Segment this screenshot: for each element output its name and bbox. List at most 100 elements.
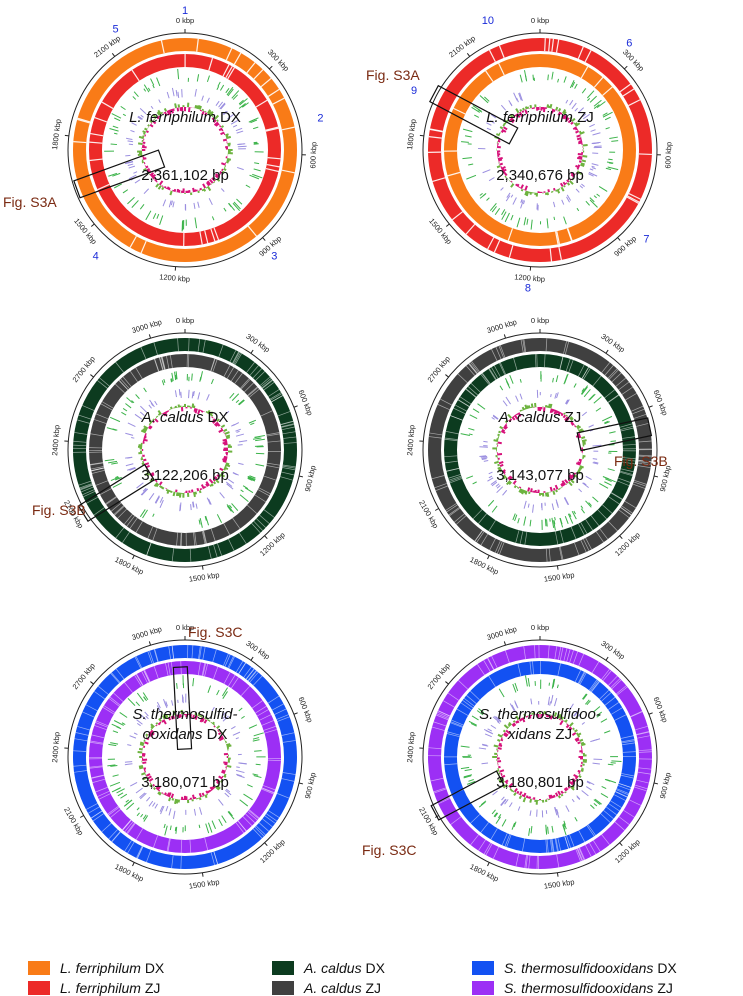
feature-tick-green	[483, 193, 486, 195]
feature-tick-green	[208, 686, 211, 693]
scale-circle	[68, 640, 302, 874]
feature-tick-green	[121, 412, 126, 415]
scale-tick	[265, 843, 268, 846]
gc-track-bar	[146, 131, 148, 132]
feature-tick-green	[606, 168, 611, 169]
feature-tick-green	[136, 394, 140, 398]
gc-track-bar	[139, 749, 143, 750]
feature-tick-green	[125, 800, 132, 806]
scale-tick	[557, 566, 558, 570]
gc-track-bar	[143, 440, 147, 441]
feature-tick-green	[164, 379, 165, 383]
gc-track-bar	[556, 793, 558, 797]
feature-tick-green	[594, 196, 597, 198]
feature-tick-green	[564, 76, 566, 82]
feature-tick-violet	[564, 498, 568, 505]
gc-track-bar	[180, 493, 181, 498]
gc-track-bar	[178, 189, 179, 192]
feature-tick-violet	[488, 729, 492, 731]
genome-title: xidans ZJ	[507, 726, 572, 743]
feature-tick-green	[212, 821, 215, 829]
scale-tick-label: 900 kbp	[303, 465, 318, 493]
scale-tick-label: 900 kbp	[612, 234, 638, 258]
scale-tick-label: 300 kbp	[599, 639, 626, 661]
feature-tick-green	[466, 175, 476, 179]
feature-tick-green	[118, 793, 123, 796]
gc-track-bar	[561, 484, 563, 487]
feature-tick-violet	[483, 441, 487, 442]
gc-track-bar	[499, 745, 502, 746]
inner-genome-ring	[96, 61, 275, 240]
scale-tick	[269, 66, 272, 69]
feature-tick-green	[529, 828, 530, 836]
feature-tick-green	[465, 769, 472, 770]
feature-tick-violet	[236, 738, 239, 739]
gc-track-bar	[226, 437, 229, 438]
gc-track-bar	[576, 131, 579, 133]
genome-size: 3,180,801 bp	[496, 774, 584, 791]
gc-track-bar	[530, 799, 531, 803]
genome-title: S. thermosulfidoo-	[479, 706, 601, 723]
feature-tick-violet	[521, 199, 522, 202]
scale-tick	[149, 334, 150, 338]
feature-tick-green	[602, 416, 612, 421]
feature-tick-green	[175, 827, 176, 831]
feature-tick-violet	[198, 392, 200, 399]
scale-tick	[557, 873, 558, 877]
feature-tick-green	[239, 708, 242, 711]
scale-tick-label: 2100 kbp	[62, 806, 85, 837]
feature-tick-violet	[576, 189, 579, 192]
gc-track-bar	[497, 740, 500, 741]
scale-tick-label: 1800 kbp	[50, 119, 63, 151]
gc-track-bar	[175, 189, 176, 192]
gc-track-bar	[158, 792, 160, 794]
gc-track-bar	[219, 430, 223, 432]
feature-tick-green	[468, 428, 474, 430]
legend-swatch	[272, 961, 294, 975]
gc-track-bar	[175, 103, 176, 108]
scale-tick-label: 0 kbp	[531, 623, 549, 632]
feature-tick-violet	[194, 391, 195, 396]
feature-tick-violet	[487, 478, 493, 481]
feature-tick-violet	[509, 802, 512, 807]
gc-track-bar	[517, 791, 518, 793]
feature-tick-green	[465, 136, 472, 137]
feature-tick-violet	[582, 412, 587, 416]
gc-track-bar	[578, 736, 580, 737]
feature-tick-violet	[506, 397, 511, 404]
scale-tick	[624, 66, 627, 69]
feature-tick-green	[249, 420, 256, 423]
feature-tick-green	[609, 432, 615, 434]
feature-tick-green	[253, 738, 259, 740]
gc-track-bar	[548, 189, 549, 192]
gc-track-bar	[516, 184, 517, 186]
gc-track-bar	[528, 488, 529, 492]
feature-tick-green	[143, 510, 148, 518]
feature-tick-violet	[236, 431, 239, 432]
feature-tick-green	[587, 98, 589, 100]
scale-tick-label: 0 kbp	[176, 316, 194, 325]
feature-tick-green	[127, 397, 133, 402]
feature-tick-violet	[128, 141, 134, 142]
feature-tick-green	[197, 74, 198, 81]
feature-tick-violet	[172, 700, 173, 705]
gc-track-bar	[204, 189, 205, 192]
feature-tick-green	[607, 162, 613, 163]
scale-circle	[423, 33, 657, 267]
feature-tick-green	[548, 827, 549, 834]
scale-tick-label: 900 kbp	[303, 772, 318, 800]
feature-tick-violet	[236, 767, 239, 768]
feature-tick-violet	[562, 200, 564, 205]
gc-track-bar	[498, 158, 503, 159]
feature-tick-green	[461, 767, 469, 768]
feature-tick-violet	[195, 89, 196, 97]
feature-tick-green	[575, 817, 577, 821]
feature-tick-green	[120, 794, 126, 798]
scale-tick-label: 2400 kbp	[50, 732, 61, 763]
feature-tick-green	[212, 216, 214, 220]
gc-track-bar	[193, 188, 194, 192]
feature-tick-green	[228, 812, 234, 820]
scale-tick	[488, 555, 490, 559]
